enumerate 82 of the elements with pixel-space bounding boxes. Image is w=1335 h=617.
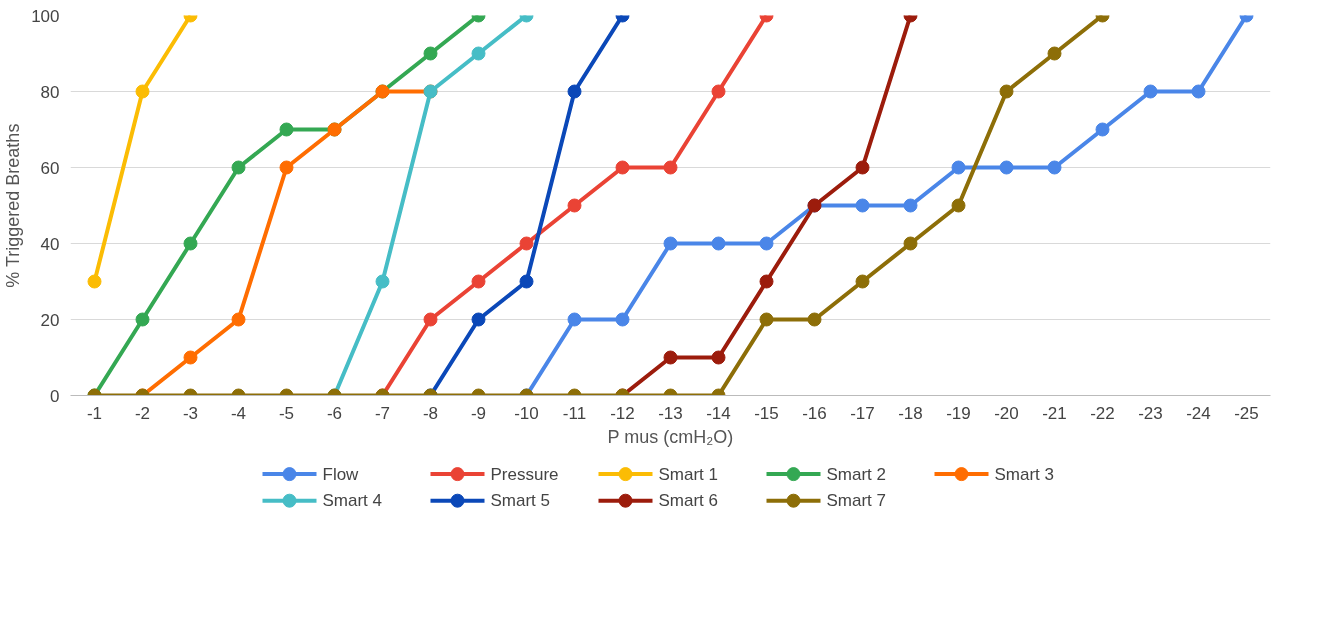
point [663,236,678,251]
point [87,274,102,289]
legend-label: Smart 2 [826,464,887,484]
y-tick-label: 80 [40,82,60,102]
point [855,198,870,213]
point [711,84,726,99]
point [519,274,534,289]
x-tick-label: -24 [1186,403,1211,423]
point [855,160,870,175]
x-tick-label: -12 [610,403,635,423]
y-tick-label: 20 [40,310,60,330]
x-tick-label: -16 [802,403,827,423]
x-axis-title: P mus (cmH₂O) [607,426,734,447]
point [999,160,1014,175]
x-tick-label: -5 [278,403,295,423]
point [903,236,918,251]
point [759,274,774,289]
point [471,312,486,327]
x-tick-label: -15 [754,403,779,423]
point [567,84,582,99]
point [567,312,582,327]
point [759,236,774,251]
point [663,160,678,175]
x-tick-label: -9 [470,403,487,423]
y-tick-label: 100 [31,6,60,26]
x-tick-label: -23 [1138,403,1163,423]
x-tick-label: -19 [946,403,971,423]
point [807,312,822,327]
x-tick-label: -7 [374,403,391,423]
point [231,312,246,327]
x-tick-label: -21 [1042,403,1067,423]
x-tick-label: -3 [182,403,199,423]
x-tick-label: -2 [134,403,151,423]
point [951,160,966,175]
point [375,274,390,289]
point [615,312,630,327]
point [759,312,774,327]
legend-label: Smart 1 [658,464,719,484]
x-tick-label: -8 [422,403,439,423]
point [1047,160,1062,175]
legend-label: Smart 3 [994,464,1055,484]
point [855,274,870,289]
point [279,122,294,137]
x-tick-label: -18 [898,403,923,423]
point [519,236,534,251]
point [1143,84,1158,99]
point [279,160,294,175]
legend-label: Smart 7 [826,491,887,511]
point [615,160,630,175]
point [1095,122,1110,137]
y-tick-label: 40 [40,234,60,254]
point [135,312,150,327]
point [471,274,486,289]
point [1191,84,1206,99]
point [567,198,582,213]
y-axis-title: % Triggered Breaths [3,123,24,288]
x-tick-label: -1 [86,403,103,423]
x-tick-label: -13 [658,403,683,423]
point [711,236,726,251]
point [183,236,198,251]
x-tick-label: -4 [230,403,247,423]
x-tick-label: -22 [1090,403,1115,423]
x-tick-label: -6 [326,403,343,423]
point [999,84,1014,99]
point [951,198,966,213]
legend-label: Flow [322,464,360,484]
legend-label: Smart 5 [490,491,551,511]
point [231,160,246,175]
x-tick-label: -17 [850,403,875,423]
point [135,84,150,99]
x-tick-label: -25 [1234,403,1259,423]
x-tick-label: -10 [514,403,539,423]
x-tick-label: -14 [706,403,731,423]
point [903,198,918,213]
point [423,312,438,327]
y-tick-label: 0 [50,386,60,406]
legend-label: Smart 6 [658,491,719,511]
legend-label: Pressure [490,464,559,484]
y-tick-label: 60 [40,158,60,178]
legend-label: Smart 4 [322,491,383,511]
x-tick-label: -11 [562,403,587,423]
x-tick-label: -20 [994,403,1019,423]
